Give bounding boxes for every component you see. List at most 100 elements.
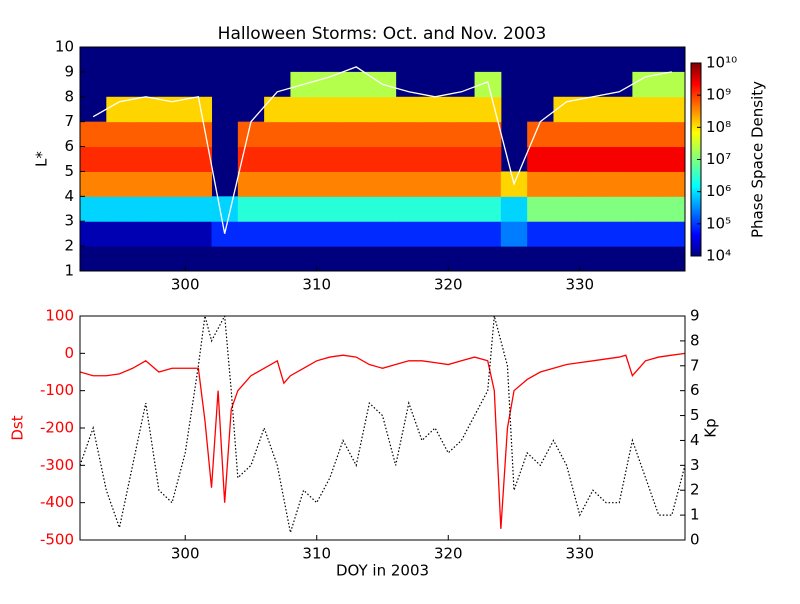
y2-tick-label: 7 bbox=[690, 356, 700, 374]
x-tick-label: 330 bbox=[565, 276, 594, 294]
heat-cell bbox=[395, 121, 423, 148]
colorbar-tick-label: 10¹⁰ bbox=[706, 54, 737, 72]
heat-cell bbox=[316, 221, 344, 247]
heat-cell bbox=[132, 121, 160, 148]
heat-cell bbox=[579, 146, 607, 172]
heat-cell bbox=[237, 221, 265, 247]
heat-cell bbox=[211, 196, 239, 222]
y-tick-label: 1 bbox=[64, 262, 74, 280]
heat-cell bbox=[553, 171, 581, 197]
heat-cell bbox=[474, 196, 502, 222]
heat-cell bbox=[527, 196, 554, 222]
heat-cell bbox=[211, 221, 239, 247]
heat-cell bbox=[606, 121, 633, 148]
y2-tick-label: 1 bbox=[690, 506, 700, 524]
heat-cell bbox=[343, 221, 370, 247]
heat-cell bbox=[606, 96, 633, 123]
y2-axis-label: Kp bbox=[702, 418, 720, 437]
data-line bbox=[80, 352, 685, 529]
heat-cell bbox=[106, 121, 134, 148]
heat-cell bbox=[80, 171, 107, 197]
heat-cell bbox=[158, 146, 186, 172]
heat-cell bbox=[579, 96, 607, 123]
colorbar-tick-label: 10⁸ bbox=[706, 118, 731, 136]
y-axis-label: L* bbox=[33, 151, 51, 167]
y2-tick-label: 4 bbox=[690, 431, 700, 449]
heat-cell bbox=[448, 196, 476, 222]
heat-cell bbox=[106, 221, 134, 247]
heat-cell bbox=[290, 221, 318, 247]
y-tick-label: 9 bbox=[64, 62, 74, 80]
heat-cell bbox=[421, 96, 449, 123]
y-tick-label: 4 bbox=[64, 187, 74, 205]
heat-cell bbox=[264, 96, 291, 123]
chart-title: Halloween Storms: Oct. and Nov. 2003 bbox=[218, 24, 547, 44]
heat-cell bbox=[80, 121, 107, 148]
y-tick-label: 8 bbox=[64, 87, 74, 105]
x-tick-label: 320 bbox=[434, 545, 463, 563]
heat-cell bbox=[237, 171, 265, 197]
heat-cell bbox=[185, 171, 213, 197]
heat-cell bbox=[421, 196, 449, 222]
heat-cell bbox=[579, 196, 607, 222]
heat-cell bbox=[158, 121, 186, 148]
heat-cell bbox=[343, 121, 370, 148]
heat-cell bbox=[290, 96, 318, 123]
heat-cell bbox=[316, 121, 344, 148]
heat-cell bbox=[632, 96, 660, 123]
heat-cell bbox=[553, 221, 581, 247]
heat-cell bbox=[632, 221, 660, 247]
heat-cell bbox=[553, 121, 581, 148]
heat-cell bbox=[474, 221, 502, 247]
heat-cell bbox=[632, 121, 660, 148]
x-tick-label: 320 bbox=[434, 276, 463, 294]
heat-cell bbox=[421, 121, 449, 148]
y-tick-label: 7 bbox=[64, 112, 74, 130]
heat-cell bbox=[658, 96, 685, 123]
heat-cell bbox=[448, 121, 476, 148]
heat-cell bbox=[553, 96, 581, 123]
heat-cell bbox=[106, 96, 134, 123]
heat-cell bbox=[474, 171, 502, 197]
heat-cell bbox=[158, 196, 186, 222]
heat-cell bbox=[132, 196, 160, 222]
heat-cell bbox=[658, 196, 685, 222]
heat-cell bbox=[185, 121, 213, 148]
heat-cell bbox=[264, 121, 291, 148]
heat-cell bbox=[264, 196, 291, 222]
heat-cell bbox=[106, 146, 134, 172]
heat-cell bbox=[369, 146, 397, 172]
heat-cell bbox=[658, 71, 685, 98]
y-tick-label: 0 bbox=[64, 344, 74, 362]
heat-cell bbox=[579, 171, 607, 197]
heat-cell bbox=[448, 171, 476, 197]
heat-cell bbox=[343, 146, 370, 172]
heat-cell bbox=[474, 121, 502, 148]
heat-cell bbox=[316, 146, 344, 172]
heat-cell bbox=[448, 221, 476, 247]
heat-cell bbox=[316, 196, 344, 222]
y-tick-label: 10 bbox=[55, 38, 74, 56]
heat-cell bbox=[658, 146, 685, 172]
heat-cell bbox=[527, 146, 554, 172]
colorbar-tick-label: 10⁶ bbox=[706, 182, 731, 200]
colorbar-tick-label: 10⁹ bbox=[706, 86, 731, 104]
heat-cell bbox=[290, 121, 318, 148]
heat-cell bbox=[369, 196, 397, 222]
colorbar-tick-label: 10⁴ bbox=[706, 247, 731, 265]
heat-cell bbox=[395, 221, 423, 247]
heat-cell bbox=[343, 171, 370, 197]
y-tick-label: 100 bbox=[45, 307, 74, 325]
heat-cell bbox=[527, 221, 554, 247]
axes-frame bbox=[79, 46, 686, 272]
y2-tick-label: 9 bbox=[690, 307, 700, 325]
colorbar-tick-label: 10⁵ bbox=[706, 214, 731, 232]
heat-cell bbox=[185, 196, 213, 222]
heat-cell bbox=[158, 96, 186, 123]
heat-cell bbox=[264, 221, 291, 247]
heat-cell bbox=[290, 196, 318, 222]
y-tick-label: 2 bbox=[64, 237, 74, 255]
y2-tick-label: 3 bbox=[690, 456, 700, 474]
heat-cell bbox=[316, 96, 344, 123]
